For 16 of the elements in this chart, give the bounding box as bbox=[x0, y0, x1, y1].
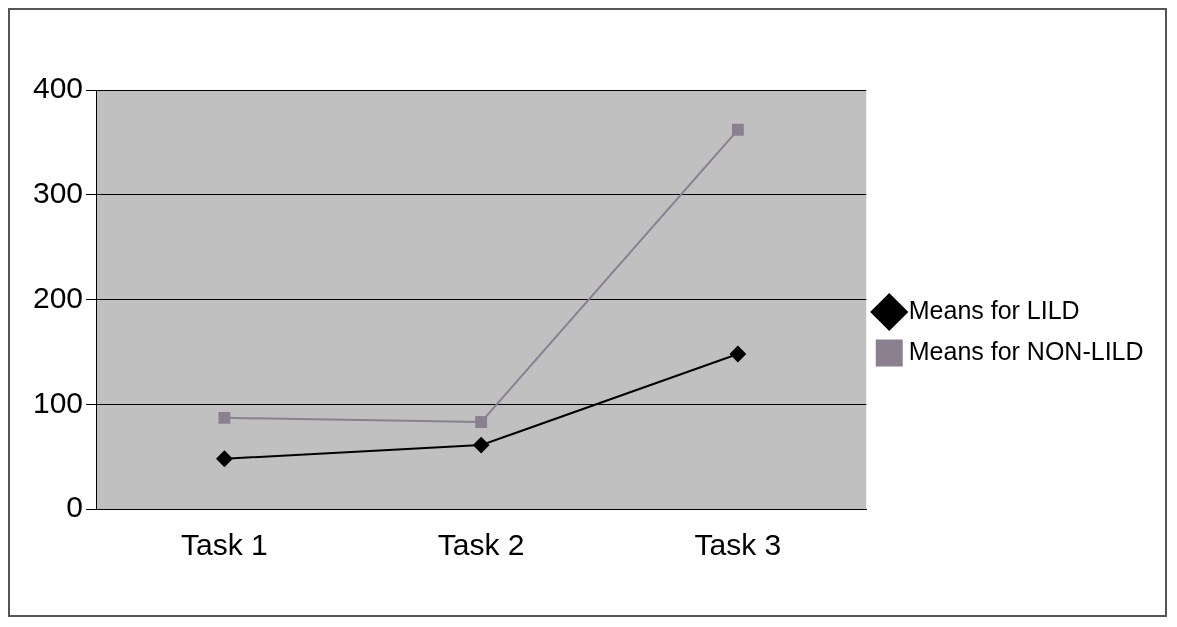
point bbox=[731, 123, 744, 136]
point bbox=[475, 416, 488, 429]
y-tick-label: 0 bbox=[66, 490, 84, 524]
point bbox=[218, 411, 231, 424]
y-tick-label: 200 bbox=[32, 280, 84, 314]
point bbox=[729, 345, 746, 362]
x-tick-label: Task 1 bbox=[181, 528, 268, 562]
x-tick-label: Task 3 bbox=[694, 528, 782, 562]
y-tick-label: 300 bbox=[32, 176, 84, 210]
x-tick-label: Task 2 bbox=[437, 528, 525, 562]
y-tick-label: 400 bbox=[32, 71, 84, 105]
legend-label: Means for LILD bbox=[908, 295, 1080, 324]
point bbox=[216, 450, 233, 467]
point bbox=[473, 437, 490, 454]
legend-label: Means for NON-LILD bbox=[908, 336, 1144, 365]
y-tick-label: 100 bbox=[32, 385, 84, 419]
